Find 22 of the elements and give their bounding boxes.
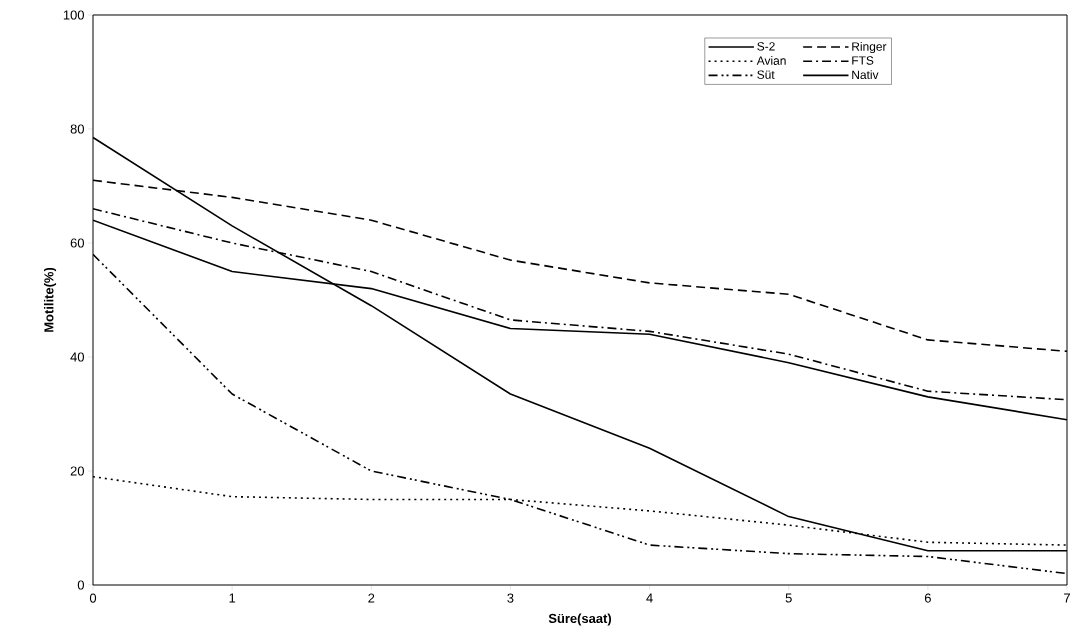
x-tick-label: 4 xyxy=(646,593,653,603)
y-axis-title: Motilite(%) xyxy=(43,267,57,332)
legend-label: FTS xyxy=(852,56,874,65)
legend-label: Süt xyxy=(757,70,775,79)
x-tick-label: 6 xyxy=(924,593,931,603)
x-tick-label: 0 xyxy=(89,593,97,603)
x-tick-label: 1 xyxy=(229,593,236,603)
x-tick-label: 5 xyxy=(785,593,792,603)
y-tick-label: 0 xyxy=(77,580,84,590)
x-tick-label: 2 xyxy=(368,593,375,603)
x-tick-label: 7 xyxy=(1064,593,1070,603)
legend-label: Nativ xyxy=(852,70,879,80)
y-tick-label: 80 xyxy=(70,124,84,134)
legend-label: S-2 xyxy=(757,42,775,51)
legend-label: Ringer xyxy=(852,41,887,54)
y-tick-label: 100 xyxy=(63,10,84,20)
y-tick-label: 40 xyxy=(70,352,84,362)
x-axis-title: Süre(saat) xyxy=(548,613,612,626)
x-tick-label: 3 xyxy=(507,593,514,603)
legend-label: Avian xyxy=(756,56,786,65)
y-tick-label: 60 xyxy=(70,238,84,248)
y-tick-label: 20 xyxy=(70,466,84,476)
